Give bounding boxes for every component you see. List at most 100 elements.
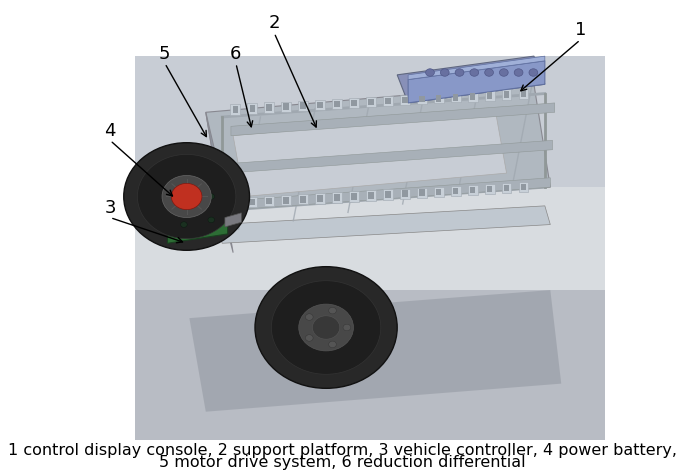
Polygon shape (206, 84, 550, 211)
Bar (282, 195, 291, 205)
Bar (501, 183, 512, 193)
Circle shape (255, 267, 397, 388)
Circle shape (485, 69, 493, 76)
Bar (315, 193, 325, 203)
Bar (298, 194, 308, 204)
Bar (317, 102, 323, 108)
Circle shape (208, 194, 214, 199)
Polygon shape (206, 112, 233, 252)
Circle shape (455, 69, 464, 76)
Bar (298, 101, 308, 111)
Circle shape (499, 69, 508, 76)
Bar (453, 94, 458, 101)
Bar (282, 102, 291, 112)
Bar (247, 104, 257, 114)
Bar (230, 198, 240, 208)
Circle shape (162, 175, 211, 218)
Bar (317, 195, 323, 202)
Bar (487, 92, 493, 99)
Bar (366, 97, 376, 107)
Bar (301, 196, 306, 203)
Bar (266, 198, 272, 204)
Bar (351, 100, 357, 106)
Circle shape (329, 341, 336, 348)
Bar (417, 187, 427, 198)
Bar (351, 193, 357, 200)
Bar (485, 90, 495, 101)
Bar (349, 191, 359, 202)
Bar (402, 190, 408, 197)
Bar (249, 199, 255, 205)
Polygon shape (408, 61, 545, 103)
Polygon shape (189, 290, 561, 412)
Bar (284, 104, 289, 110)
Bar (249, 105, 255, 112)
Bar (264, 196, 274, 206)
Polygon shape (227, 140, 553, 173)
Text: 1 control display console, 2 support platform, 3 vehicle controller, 4 power bat: 1 control display console, 2 support pla… (8, 443, 677, 457)
Circle shape (124, 143, 249, 250)
Text: 1: 1 (575, 21, 586, 40)
Text: 6: 6 (230, 45, 242, 63)
Polygon shape (225, 213, 241, 227)
Bar (402, 97, 408, 104)
Bar (369, 192, 374, 199)
Circle shape (343, 324, 351, 331)
Bar (230, 105, 240, 114)
Circle shape (181, 222, 187, 227)
Circle shape (306, 314, 313, 320)
Bar (501, 89, 512, 100)
Bar (468, 185, 477, 195)
Circle shape (208, 217, 214, 223)
Circle shape (329, 307, 336, 314)
Bar (385, 98, 390, 105)
Polygon shape (408, 56, 545, 80)
Bar (233, 106, 238, 113)
Circle shape (312, 316, 340, 339)
Bar (419, 96, 425, 103)
Text: 5 motor drive system, 6 reduction differential: 5 motor drive system, 6 reduction differ… (159, 455, 526, 470)
Circle shape (138, 154, 236, 239)
Circle shape (299, 304, 353, 351)
Text: 4: 4 (104, 122, 116, 140)
Bar (419, 189, 425, 196)
Bar (453, 187, 458, 194)
Circle shape (470, 69, 479, 76)
Circle shape (529, 69, 538, 76)
Bar (383, 189, 393, 200)
Bar (315, 100, 325, 110)
Text: 3: 3 (104, 199, 116, 217)
Bar (470, 93, 475, 100)
Circle shape (181, 198, 187, 204)
Bar (385, 191, 390, 198)
Bar (504, 185, 509, 191)
Polygon shape (397, 56, 545, 103)
Bar (434, 93, 444, 104)
Bar (487, 186, 493, 192)
Bar (332, 192, 342, 203)
Bar (504, 91, 509, 98)
Polygon shape (231, 103, 555, 136)
Bar (436, 95, 442, 102)
Bar (334, 101, 340, 107)
Bar (264, 103, 274, 113)
Bar (383, 96, 393, 106)
Text: 5: 5 (159, 45, 171, 63)
Bar (436, 188, 442, 195)
Bar (519, 89, 528, 99)
Polygon shape (168, 196, 227, 244)
Polygon shape (168, 187, 233, 206)
Bar (521, 90, 526, 97)
Bar (349, 98, 359, 108)
Bar (332, 99, 342, 109)
Bar (247, 197, 257, 207)
Bar (400, 95, 410, 105)
Bar (468, 91, 477, 102)
Bar (366, 190, 376, 201)
Bar (434, 187, 444, 197)
Circle shape (440, 69, 449, 76)
Polygon shape (216, 206, 550, 244)
Polygon shape (135, 290, 605, 440)
Bar (451, 92, 460, 103)
Circle shape (425, 69, 434, 76)
